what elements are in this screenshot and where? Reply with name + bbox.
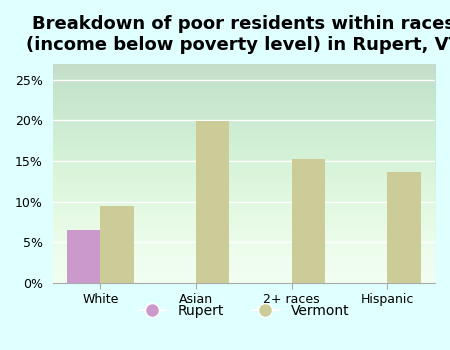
- Bar: [67, 230, 100, 283]
- Legend: Rupert, Vermont: Rupert, Vermont: [133, 299, 355, 324]
- Bar: [100, 205, 134, 283]
- Title: Breakdown of poor residents within races
(income below poverty level) in Rupert,: Breakdown of poor residents within races…: [27, 15, 450, 54]
- Bar: [196, 121, 230, 283]
- Bar: [292, 159, 325, 283]
- Bar: [387, 172, 421, 283]
